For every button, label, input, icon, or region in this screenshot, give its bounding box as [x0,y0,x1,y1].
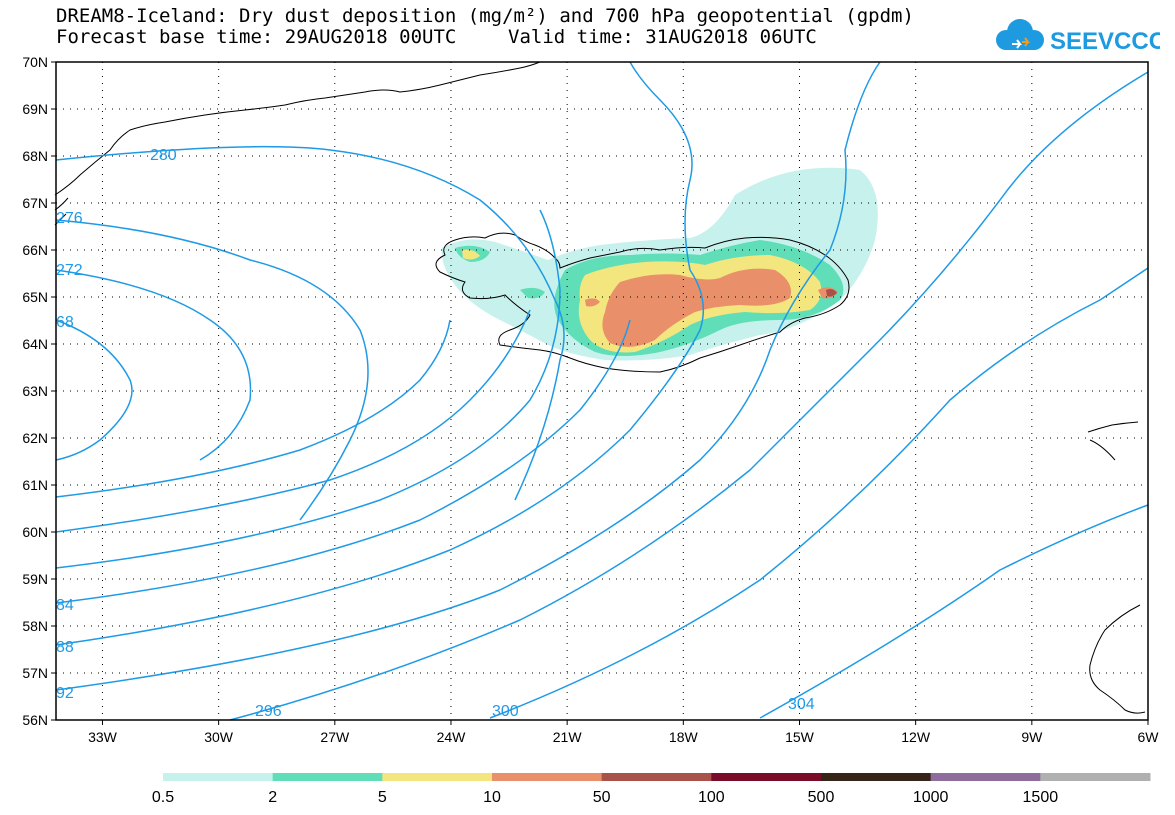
legend-level-label: 50 [593,789,611,806]
contour-label: 280 [150,147,177,164]
lat-label: 60N [22,524,48,540]
longitude-labels: 33W 30W 27W 24W 21W 18W 15W 12W 9W 6W [88,729,1159,745]
contour-line [55,319,133,461]
legend-swatch [163,773,274,781]
contour-label: 272 [56,262,83,279]
contour-line [55,309,531,533]
lon-label: 15W [785,729,815,745]
lat-label: 56N [22,712,48,728]
contour-label: 92 [56,685,74,702]
legend-level-label: 0.5 [152,789,174,806]
contour-labels: 280 276 272 68 84 88 92 296 300 304 [56,147,815,720]
contour-line [55,219,369,521]
legend-swatch [711,773,822,781]
color-legend [163,773,1151,781]
legend-level-label: 500 [808,789,835,806]
lat-label: 59N [22,571,48,587]
forecast-base-time: Forecast base time: 29AUG2018 00UTC [56,26,457,48]
lon-label: 21W [553,729,583,745]
map-title: DREAM8-Iceland: Dry dust deposition (mg/… [56,5,914,27]
latitude-labels: 70N 69N 68N 67N 66N 65N 64N 63N 62N 61N 60N 59N 58N 5… [22,54,48,728]
lat-label: 61N [22,477,48,493]
contour-label: 276 [56,210,83,227]
legend-level-label: 2 [268,789,277,806]
geopotential-contours [55,61,1149,721]
lat-label: 70N [22,54,48,70]
lon-label: 33W [88,729,118,745]
legend-swatch [821,773,932,781]
contour-line [55,61,705,646]
contour-line [55,209,561,569]
iceland-coast [435,232,850,373]
logo-text: SEEVCCC [1050,28,1160,55]
legend-level-label: 1000 [913,789,949,806]
contour-label: 304 [788,696,815,713]
contour-line [55,145,565,501]
lon-label: 6W [1138,729,1160,745]
lon-label: 18W [669,729,699,745]
coastlines [54,61,1146,714]
dust-area-50 [826,289,837,297]
contour-line [759,504,1149,719]
lat-label: 62N [22,430,48,446]
cloud-icon [996,19,1044,50]
legend-level-label: 1500 [1023,789,1059,806]
valid-time: Valid time: 31AUG2018 06UTC [508,26,817,48]
lat-label: 68N [22,148,48,164]
graticule [51,61,1149,725]
contour-line [55,319,451,498]
lon-label: 27W [320,729,350,745]
lat-label: 65N [22,289,48,305]
dust-area-10 [602,268,791,347]
contour-line [55,61,881,691]
contour-line [55,319,631,604]
lon-label: 24W [437,729,467,745]
lat-label: 57N [22,665,48,681]
lat-label: 64N [22,336,48,352]
contour-label: 68 [56,314,74,331]
lat-label: 58N [22,618,48,634]
legend-swatch [1040,773,1151,781]
legend-swatch [382,773,493,781]
contour-label: 300 [492,703,519,720]
legend-labels: 0.5 2 5 10 50 100 500 1000 1500 [152,789,1058,806]
lat-label: 63N [22,383,48,399]
greenland-coast [54,61,541,196]
legend-swatch [930,773,1041,781]
legend-level-label: 100 [698,789,725,806]
contour-line [55,269,252,461]
seevccc-logo: SEEVCCC [990,18,1166,58]
legend-swatch [272,773,383,781]
legend-level-label: 10 [483,789,501,806]
faroe-norway-coast [1087,421,1146,714]
legend-level-label: 5 [378,789,387,806]
contour-label: 88 [56,639,74,656]
lat-label: 67N [22,195,48,211]
contour-line [489,267,1149,719]
lat-label: 69N [22,101,48,117]
contour-label: 84 [56,597,74,614]
lon-label: 12W [901,729,931,745]
contour-line [229,71,1149,721]
legend-swatch [492,773,603,781]
contour-label: 296 [255,703,282,720]
legend-swatch [601,773,712,781]
map-frame [55,61,1149,721]
dust-deposition-field [441,167,878,361]
lat-label: 66N [22,242,48,258]
lon-label: 9W [1021,729,1043,745]
lon-label: 30W [204,729,234,745]
